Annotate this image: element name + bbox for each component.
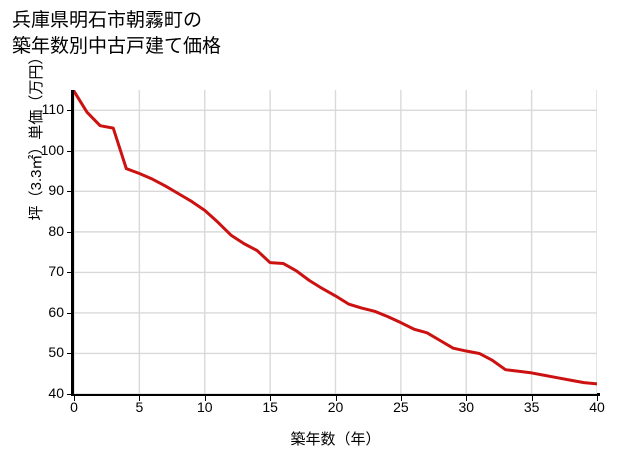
y-tick-label: 110 [41, 101, 64, 118]
x-tick-mark [466, 396, 468, 401]
x-tick-label: 10 [196, 399, 213, 415]
x-tick-label: 30 [458, 399, 475, 415]
y-tick-mark [67, 110, 72, 112]
x-tick-mark [139, 396, 141, 401]
x-tick-label: 5 [135, 399, 144, 415]
y-tick-mark [67, 353, 72, 355]
x-tick-mark [531, 396, 533, 401]
y-tick-label: 90 [48, 182, 64, 199]
series-line-坪単価 [74, 90, 597, 386]
y-tick-mark [67, 191, 72, 193]
y-tick-mark [67, 231, 72, 233]
chart-title: 兵庫県明石市朝霧町の 築年数別中古戸建て価格 [12, 10, 222, 57]
x-tick-mark [597, 396, 598, 401]
line-chart-svg [74, 90, 597, 394]
plot-area [74, 90, 597, 394]
x-tick-mark [335, 396, 337, 401]
y-tick-mark [67, 272, 72, 274]
y-tick-mark [67, 150, 72, 152]
x-tick-label: 35 [523, 399, 540, 415]
y-axis-label-wrap: 坪（3.3㎡）単価（万円） [25, 0, 45, 275]
x-axis-spine [71, 393, 600, 396]
y-tick-label: 70 [48, 263, 64, 280]
x-tick-label: 25 [393, 399, 409, 415]
y-tick-label: 100 [40, 141, 64, 158]
x-tick-label: 0 [70, 399, 78, 415]
x-tick-label: 20 [327, 399, 344, 415]
x-tick-mark [74, 396, 75, 401]
y-tick-label: 40 [48, 385, 64, 401]
x-axis-label: 築年数（年） [290, 431, 381, 448]
x-tick-label: 40 [589, 399, 605, 415]
gridlines [74, 90, 597, 394]
y-tick-label: 50 [48, 344, 64, 361]
x-tick-mark [400, 396, 402, 401]
x-tick-label: 15 [262, 399, 278, 415]
x-tick-mark [270, 396, 272, 401]
y-tick-label: 60 [48, 303, 64, 320]
y-axis-label: 坪（3.3㎡）単価（万円） [28, 49, 45, 221]
y-axis-spine [71, 90, 74, 396]
y-tick-label: 80 [48, 222, 64, 239]
x-tick-mark [204, 396, 206, 401]
y-tick-mark [67, 394, 72, 395]
y-tick-mark [67, 312, 72, 314]
